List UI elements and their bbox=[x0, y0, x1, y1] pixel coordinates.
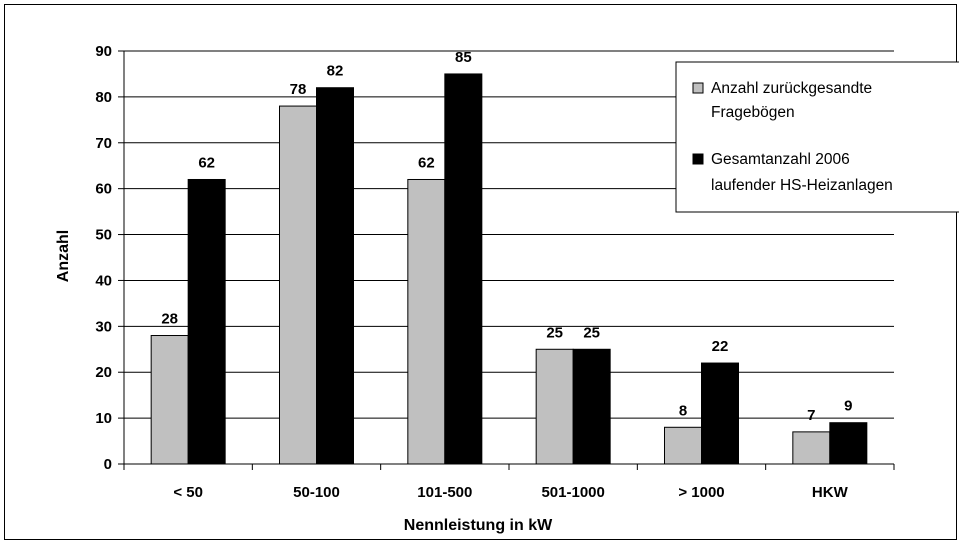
data-label: 28 bbox=[161, 311, 178, 328]
bars bbox=[150, 73, 868, 465]
x-tick-label: HKW bbox=[812, 484, 849, 501]
legend: Anzahl zurückgesandte Fragebögen Gesamta… bbox=[675, 61, 959, 213]
bar-total bbox=[701, 362, 739, 465]
x-tick-label: 50-100 bbox=[293, 484, 340, 501]
data-label: 82 bbox=[327, 63, 344, 80]
y-tick-label: 40 bbox=[95, 272, 112, 289]
data-label: 9 bbox=[844, 398, 852, 415]
data-label: 25 bbox=[546, 324, 563, 341]
y-tick-label: 90 bbox=[95, 43, 112, 60]
data-label: 8 bbox=[679, 402, 687, 419]
x-tick-label: > 1000 bbox=[678, 484, 724, 501]
legend-box bbox=[675, 61, 959, 213]
data-label: 85 bbox=[455, 49, 472, 66]
data-label: 78 bbox=[290, 81, 307, 98]
bar-total bbox=[316, 87, 354, 465]
y-tick-label: 80 bbox=[95, 89, 112, 106]
bar-returned bbox=[792, 431, 831, 465]
bar-returned bbox=[279, 105, 317, 465]
y-axis-title: Anzahl bbox=[55, 230, 72, 282]
x-tick-label: 101-500 bbox=[417, 484, 472, 501]
data-label: 7 bbox=[807, 407, 815, 424]
legend-label-total-line1: Gesamtanzahl 2006 bbox=[711, 151, 850, 168]
data-label: 62 bbox=[418, 154, 435, 171]
legend-swatch-total bbox=[692, 153, 704, 165]
y-tick-labels: 0 10 20 30 40 50 60 70 80 90 bbox=[95, 43, 112, 473]
y-tick-label: 10 bbox=[95, 410, 112, 427]
bar-total bbox=[829, 422, 868, 465]
x-tick-label: < 50 bbox=[173, 484, 203, 501]
x-axis-title: Nennleistung in kW bbox=[404, 517, 553, 534]
bar-total bbox=[572, 348, 611, 465]
bar-returned bbox=[664, 426, 702, 465]
bar-returned bbox=[150, 335, 189, 465]
legend-swatch-returned bbox=[692, 82, 704, 94]
data-label: 62 bbox=[198, 154, 215, 171]
x-tick-label: 501-1000 bbox=[541, 484, 604, 501]
y-tick-label: 50 bbox=[95, 227, 112, 244]
data-labels: 28 62 78 82 62 85 25 25 8 22 7 9 bbox=[161, 49, 852, 424]
bar-returned bbox=[535, 348, 574, 465]
y-tick-label: 60 bbox=[95, 181, 112, 198]
y-tick-label: 70 bbox=[95, 135, 112, 152]
legend-label-returned-line2: Fragebögen bbox=[711, 104, 795, 121]
legend-label-total-line2: laufender HS-Heizanlagen bbox=[711, 177, 893, 194]
bar-returned bbox=[407, 178, 446, 465]
y-tick-label: 20 bbox=[95, 364, 112, 381]
data-label: 22 bbox=[712, 338, 729, 355]
legend-label-returned-line1: Anzahl zurückgesandte bbox=[711, 80, 872, 97]
axes bbox=[118, 50, 895, 470]
y-tick-label: 30 bbox=[95, 318, 112, 335]
y-tick-label: 0 bbox=[104, 456, 112, 473]
bar-total bbox=[187, 178, 226, 465]
data-label: 25 bbox=[583, 324, 600, 341]
x-tick-labels: < 50 50-100 101-500 501-1000 > 1000 HKW bbox=[173, 484, 848, 501]
bar-total bbox=[444, 73, 483, 465]
